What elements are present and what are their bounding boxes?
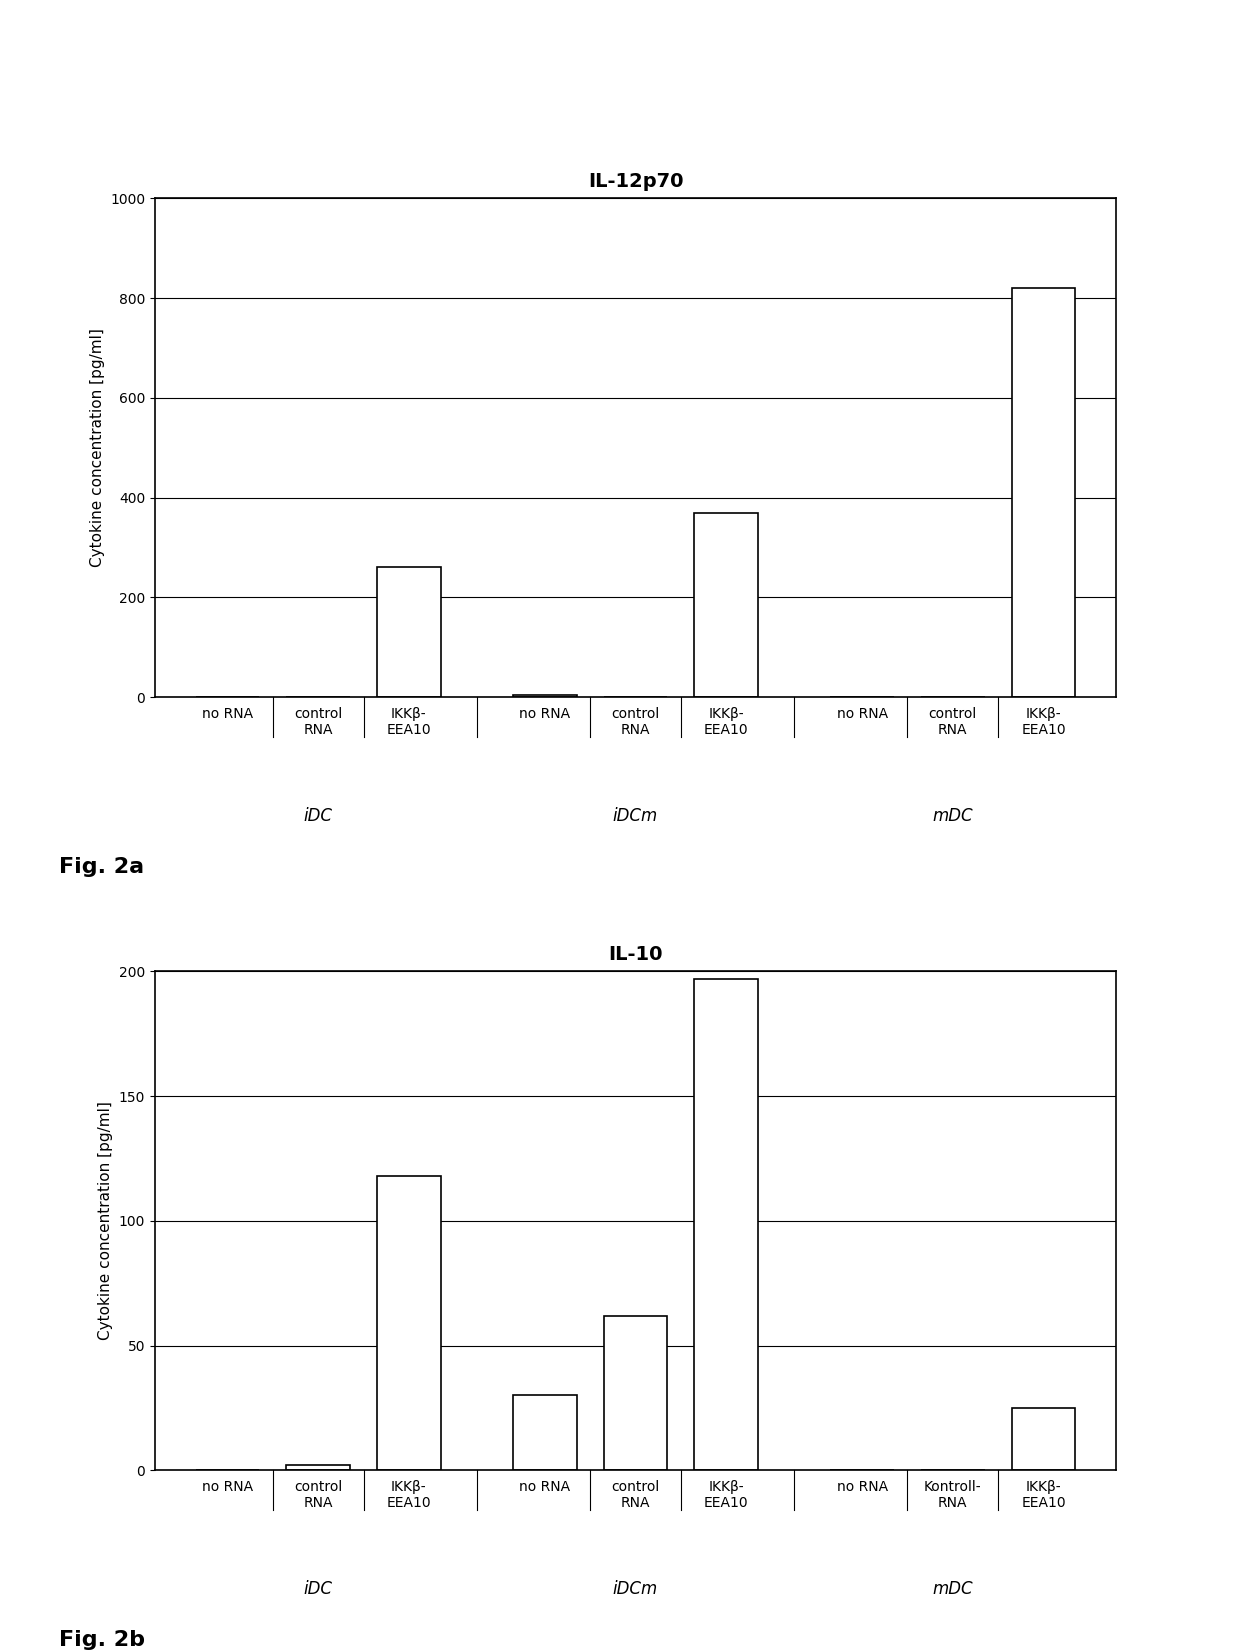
Text: Fig. 2a: Fig. 2a <box>58 857 144 877</box>
Title: IL-12p70: IL-12p70 <box>588 172 683 192</box>
Bar <box>377 567 440 697</box>
Text: Fig. 2b: Fig. 2b <box>58 1631 145 1650</box>
Text: mDC: mDC <box>932 1579 973 1597</box>
Title: IL-10: IL-10 <box>609 945 662 965</box>
Text: mDC: mDC <box>932 806 973 824</box>
Text: iDC: iDC <box>304 806 332 824</box>
Text: iDCm: iDCm <box>613 806 658 824</box>
Text: iDCm: iDCm <box>613 1579 658 1597</box>
Bar <box>286 1465 350 1470</box>
Bar <box>694 980 758 1470</box>
Bar <box>694 512 758 697</box>
Bar <box>377 1176 440 1470</box>
Bar <box>1012 1408 1075 1470</box>
Y-axis label: Cytokine concentration [pg/ml]: Cytokine concentration [pg/ml] <box>89 329 104 567</box>
Text: iDC: iDC <box>304 1579 332 1597</box>
Bar <box>513 1396 577 1470</box>
Y-axis label: Cytokine concentration [pg/ml]: Cytokine concentration [pg/ml] <box>98 1102 113 1340</box>
Bar <box>1012 287 1075 697</box>
Bar <box>513 694 577 697</box>
Bar <box>604 1315 667 1470</box>
